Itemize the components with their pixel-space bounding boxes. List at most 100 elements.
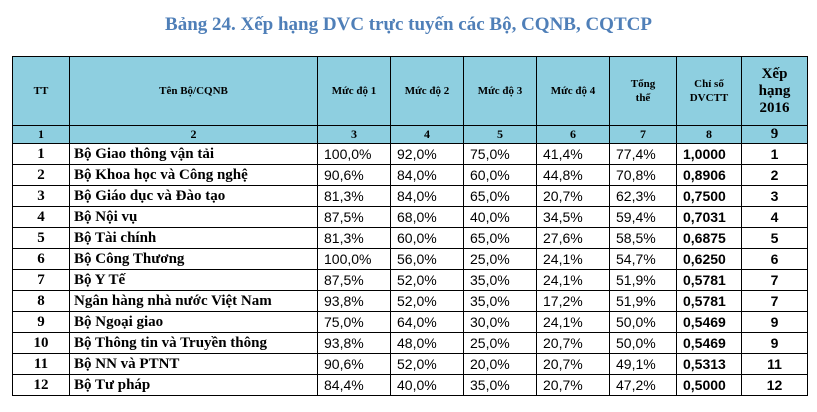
col-number: 4 [390,125,464,144]
row-m4: 20,7% [536,353,610,375]
header-total-line1: Tổng [630,78,656,90]
row-index: 0,5000 [676,374,742,396]
row-m4: 20,7% [536,332,610,354]
row-total: 51,9% [609,269,677,291]
row-total: 59,4% [609,206,677,228]
row-m3: 35,0% [463,374,537,396]
row-m2: 64,0% [390,311,464,333]
row-m1: 93,8% [317,290,391,312]
table-row: 10 Bộ Thông tin và Truyền thông 93,8% 48,0%… [12,332,808,354]
row-name: Bộ NN và PTNT [69,353,318,375]
row-m3: 30,0% [463,311,537,333]
row-rank: 2 [741,164,808,186]
row-m2: 52,0% [390,269,464,291]
row-m3: 35,0% [463,269,537,291]
table-title: Bảng 24. Xếp hạng DVC trực tuyến các Bộ,… [165,14,652,35]
row-name: Ngân hàng nhà nước Việt Nam [69,290,318,312]
header-row: TT Tên Bộ/CQNB Mức độ 1 Mức độ 2 Mức độ … [12,56,808,126]
row-index: 0,7500 [676,185,742,207]
row-m4: 41,4% [536,143,610,165]
header-rank: Xếp hạng 2016 [741,56,808,126]
row-m1: 84,4% [317,374,391,396]
row-m3: 40,0% [463,206,537,228]
row-index: 0,8906 [676,164,742,186]
row-name: Bộ Khoa học và Công nghệ [69,164,318,186]
row-tt: 12 [12,374,70,396]
table-row: 2 Bộ Khoa học và Công nghệ 90,6% 84,0% 60,0%… [12,164,808,186]
row-m2: 52,0% [390,353,464,375]
row-tt: 5 [12,227,70,249]
row-tt: 9 [12,311,70,333]
table-row: 11 Bộ NN và PTNT 90,6% 52,0% 20,0% 20,7% 49,1%… [12,353,808,375]
row-total: 70,8% [609,164,677,186]
row-total: 47,2% [609,374,677,396]
row-tt: 2 [12,164,70,186]
header-index-line2: DVCTT [689,92,729,104]
row-m4: 24,1% [536,311,610,333]
row-m3: 75,0% [463,143,537,165]
row-m3: 35,0% [463,290,537,312]
row-m1: 81,3% [317,227,391,249]
col-number: 5 [463,125,537,144]
col-number: 1 [12,125,70,144]
col-number: 3 [317,125,391,144]
row-m1: 87,5% [317,269,391,291]
row-rank: 12 [741,374,808,396]
table-row: 7 Bộ Y Tế 87,5% 52,0% 35,0% 24,1% 51,9% 0,5781 7 [12,269,808,291]
row-m2: 68,0% [390,206,464,228]
header-m1: Mức độ 1 [317,56,391,126]
row-index: 1,0000 [676,143,742,165]
table-row: 1 Bộ Giao thông vận tải 100,0% 92,0% 75,0% 41… [12,143,808,165]
row-tt: 4 [12,206,70,228]
col-number: 8 [676,125,742,144]
row-name: Bộ Tài chính [69,227,318,249]
row-name: Bộ Tư pháp [69,374,318,396]
row-rank: 5 [741,227,808,249]
table-row: 3 Bộ Giáo dục và Đào tạo 81,3% 84,0% 65,0% 20… [12,185,808,207]
row-name: Bộ Giáo dục và Đào tạo [69,185,318,207]
row-m3: 65,0% [463,185,537,207]
row-tt: 3 [12,185,70,207]
table-row: 12 Bộ Tư pháp 84,4% 40,0% 35,0% 20,7% 47,2% 0,5… [12,374,808,396]
row-name: Bộ Ngoại giao [69,311,318,333]
header-rank-line1: Xếp [761,65,788,82]
row-m1: 75,0% [317,311,391,333]
row-index: 0,5469 [676,332,742,354]
row-total: 58,5% [609,227,677,249]
row-m3: 60,0% [463,164,537,186]
row-m3: 25,0% [463,332,537,354]
header-tt: TT [12,56,70,126]
row-total: 51,9% [609,290,677,312]
row-m1: 81,3% [317,185,391,207]
row-m3: 25,0% [463,248,537,270]
row-m3: 65,0% [463,227,537,249]
header-m2: Mức độ 2 [390,56,464,126]
row-total: 49,1% [609,353,677,375]
row-m4: 24,1% [536,248,610,270]
col-number: 9 [741,125,808,144]
row-name: Bộ Nội vụ [69,206,318,228]
ranking-table: TT Tên Bộ/CQNB Mức độ 1 Mức độ 2 Mức độ … [12,56,808,396]
row-rank: 1 [741,143,808,165]
row-rank: 9 [741,332,808,354]
row-tt: 1 [12,143,70,165]
col-number: 7 [609,125,677,144]
row-m3: 20,0% [463,353,537,375]
row-total: 54,7% [609,248,677,270]
row-rank: 7 [741,290,808,312]
row-name: Bộ Công Thương [69,248,318,270]
header-m4: Mức độ 4 [536,56,610,126]
row-index: 0,7031 [676,206,742,228]
row-total: 50,0% [609,311,677,333]
row-m1: 100,0% [317,143,391,165]
column-number-row: 1 2 3 4 5 6 7 8 9 [12,125,808,144]
col-number: 6 [536,125,610,144]
row-m4: 20,7% [536,374,610,396]
row-m4: 27,6% [536,227,610,249]
row-m4: 24,1% [536,269,610,291]
table-row: 6 Bộ Công Thương 100,0% 56,0% 25,0% 24,1% 54,7… [12,248,808,270]
header-total-line2: thể [635,92,651,104]
row-index: 0,5313 [676,353,742,375]
header-m3: Mức độ 3 [463,56,537,126]
row-name: Bộ Thông tin và Truyền thông [69,332,318,354]
